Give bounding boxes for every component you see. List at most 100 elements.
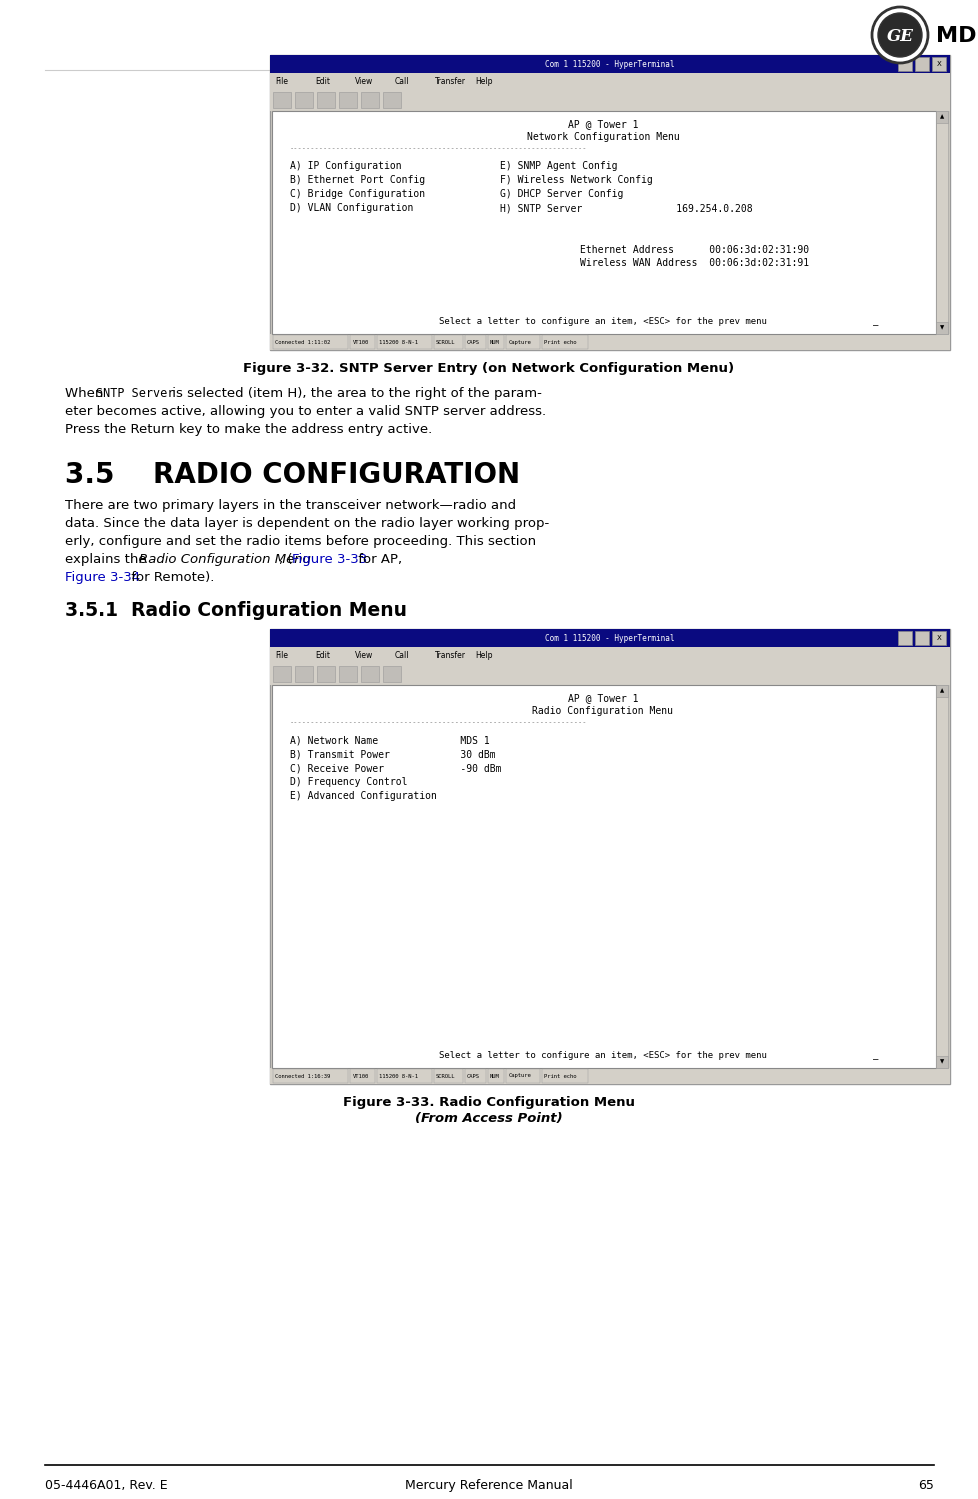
- Text: CAPS: CAPS: [467, 1073, 479, 1078]
- Bar: [270, 55, 949, 73]
- Bar: [506, 1069, 539, 1082]
- Bar: [382, 666, 401, 682]
- Bar: [361, 91, 378, 108]
- Text: File: File: [275, 76, 288, 85]
- Text: 115200 8-N-1: 115200 8-N-1: [379, 339, 418, 345]
- Bar: [487, 334, 504, 349]
- Bar: [914, 631, 928, 645]
- Text: ▲: ▲: [939, 688, 943, 694]
- Text: Mercury Reference Manual: Mercury Reference Manual: [405, 1480, 572, 1492]
- Bar: [270, 334, 949, 349]
- Text: SNTP Server: SNTP Server: [96, 387, 174, 400]
- Text: 05-4446A01, Rev. E: 05-4446A01, Rev. E: [45, 1480, 167, 1492]
- Bar: [270, 630, 949, 1084]
- Bar: [935, 685, 947, 697]
- Text: Figure 3-33. Radio Configuration Menu: Figure 3-33. Radio Configuration Menu: [342, 1096, 635, 1109]
- Text: Help: Help: [474, 76, 492, 85]
- Bar: [935, 1055, 947, 1067]
- Text: GE: GE: [886, 27, 912, 45]
- Text: F) Wireless Network Config: F) Wireless Network Config: [500, 175, 652, 184]
- Text: ▼: ▼: [939, 325, 943, 330]
- Text: Transfer: Transfer: [434, 76, 466, 85]
- Circle shape: [871, 7, 927, 63]
- Text: NUM: NUM: [489, 1073, 499, 1078]
- Text: Print echo: Print echo: [543, 1073, 576, 1078]
- Bar: [506, 334, 539, 349]
- Text: Press the Return key to make the address entry active.: Press the Return key to make the address…: [65, 423, 432, 436]
- Text: There are two primary layers in the transceiver network—radio and: There are two primary layers in the tran…: [65, 499, 515, 513]
- Text: A) Network Name              MDS 1: A) Network Name MDS 1: [289, 735, 489, 745]
- Bar: [294, 91, 313, 108]
- Bar: [270, 88, 949, 111]
- Text: X: X: [936, 61, 941, 67]
- Bar: [935, 685, 947, 1067]
- Text: B) Ethernet Port Config: B) Ethernet Port Config: [289, 175, 424, 184]
- Text: Figure 3-34: Figure 3-34: [65, 571, 140, 585]
- Bar: [317, 666, 334, 682]
- Text: Ethernet Address      00:06:3d:02:31:90: Ethernet Address 00:06:3d:02:31:90: [579, 244, 808, 255]
- Text: AP @ Tower 1: AP @ Tower 1: [567, 118, 638, 129]
- Text: VT100: VT100: [352, 339, 369, 345]
- Text: Wireless WAN Address  00:06:3d:02:31:91: Wireless WAN Address 00:06:3d:02:31:91: [579, 258, 808, 268]
- Text: VT100: VT100: [352, 1073, 369, 1078]
- Bar: [465, 1069, 485, 1082]
- Text: Transfer: Transfer: [434, 651, 466, 660]
- Text: D) VLAN Configuration: D) VLAN Configuration: [289, 202, 413, 213]
- Bar: [350, 1069, 375, 1082]
- Text: B) Transmit Power            30 dBm: B) Transmit Power 30 dBm: [289, 750, 495, 758]
- Bar: [935, 111, 947, 123]
- Text: Edit: Edit: [315, 76, 330, 85]
- Bar: [273, 666, 290, 682]
- Text: SCROLL: SCROLL: [435, 339, 455, 345]
- Bar: [897, 631, 911, 645]
- Circle shape: [877, 13, 921, 57]
- Bar: [270, 663, 949, 685]
- Text: Connected 1:11:02: Connected 1:11:02: [275, 339, 330, 345]
- Bar: [935, 111, 947, 334]
- Text: Print echo: Print echo: [543, 339, 576, 345]
- Text: MDS: MDS: [935, 25, 978, 46]
- Bar: [931, 57, 945, 70]
- Bar: [270, 630, 949, 648]
- Text: Capture: Capture: [508, 339, 531, 345]
- Bar: [350, 334, 375, 349]
- Bar: [433, 1069, 463, 1082]
- Text: ----------------------------------------------------------------------: ----------------------------------------…: [289, 145, 587, 151]
- Text: _: _: [872, 1051, 877, 1060]
- Bar: [338, 91, 357, 108]
- Text: for Remote).: for Remote).: [127, 571, 214, 585]
- Text: eter becomes active, allowing you to enter a valid SNTP server address.: eter becomes active, allowing you to ent…: [65, 405, 546, 418]
- Bar: [338, 666, 357, 682]
- Bar: [382, 91, 401, 108]
- Text: ▲: ▲: [939, 114, 943, 120]
- Text: Radio Configuration Menu: Radio Configuration Menu: [139, 553, 311, 567]
- Text: SCROLL: SCROLL: [435, 1073, 455, 1078]
- Text: Figure 3-33: Figure 3-33: [291, 553, 367, 567]
- Text: 3.5.1  Radio Configuration Menu: 3.5.1 Radio Configuration Menu: [65, 601, 407, 621]
- Text: View: View: [355, 651, 373, 660]
- Bar: [273, 91, 290, 108]
- Text: Call: Call: [394, 76, 409, 85]
- Bar: [377, 334, 431, 349]
- Text: 115200 8-N-1: 115200 8-N-1: [379, 1073, 418, 1078]
- Text: Network Configuration Menu: Network Configuration Menu: [526, 132, 679, 142]
- Text: C) Receive Power             -90 dBm: C) Receive Power -90 dBm: [289, 763, 501, 773]
- Text: X: X: [936, 636, 941, 642]
- Text: Radio Configuration Menu: Radio Configuration Menu: [532, 706, 673, 717]
- Text: _: _: [872, 316, 877, 325]
- Bar: [361, 666, 378, 682]
- Text: H) SNTP Server                169.254.0.208: H) SNTP Server 169.254.0.208: [500, 202, 752, 213]
- Text: File: File: [275, 651, 288, 660]
- Text: (From Access Point): (From Access Point): [415, 1112, 562, 1126]
- Text: Com 1 115200 - HyperTerminal: Com 1 115200 - HyperTerminal: [545, 60, 674, 69]
- Text: Figure 3-32. SNTP Server Entry (on Network Configuration Menu): Figure 3-32. SNTP Server Entry (on Netwo…: [244, 361, 734, 375]
- Text: 65: 65: [917, 1480, 933, 1492]
- Bar: [541, 1069, 587, 1082]
- Text: , (: , (: [279, 553, 292, 567]
- Text: ▼: ▼: [939, 1060, 943, 1064]
- Text: When: When: [65, 387, 108, 400]
- Text: View: View: [355, 76, 373, 85]
- Bar: [433, 334, 463, 349]
- Bar: [465, 334, 485, 349]
- Bar: [294, 666, 313, 682]
